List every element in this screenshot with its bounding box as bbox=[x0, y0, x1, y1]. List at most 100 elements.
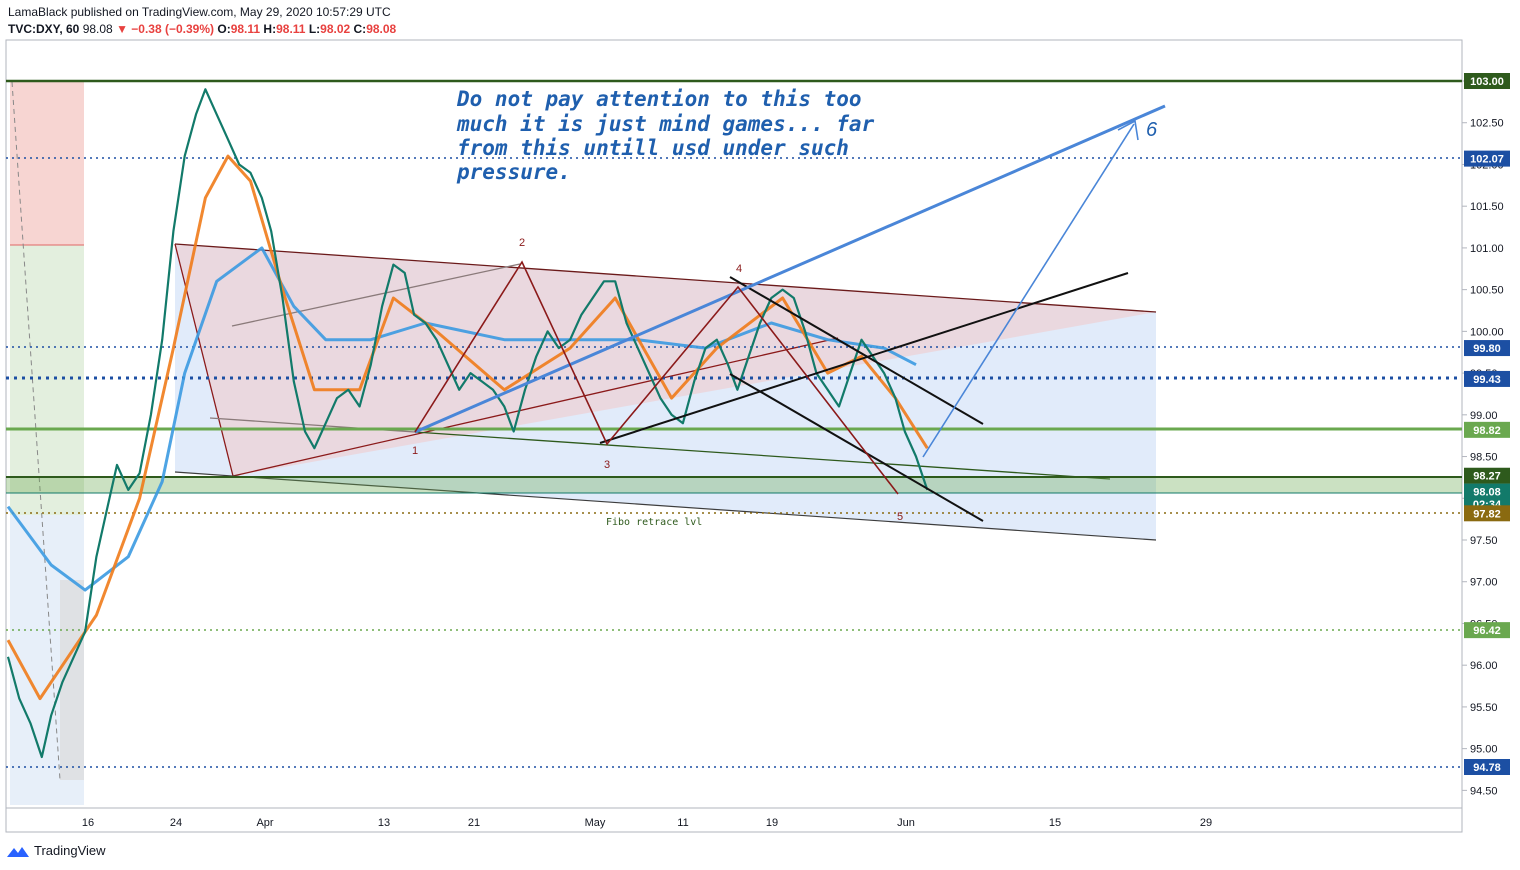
level-band bbox=[6, 477, 1462, 493]
open-label: O: bbox=[217, 22, 231, 36]
price-label-2: 99.80 bbox=[1464, 340, 1510, 357]
high-value: 98.11 bbox=[276, 22, 306, 36]
open-value: 98.11 bbox=[230, 22, 261, 36]
y-tick-label-2: 95.50 bbox=[1470, 702, 1498, 714]
blue-arrow-head bbox=[1117, 119, 1139, 141]
y-tick-label-12: 100.50 bbox=[1470, 285, 1504, 297]
note-line-1: Do not pay attention to this too bbox=[456, 87, 862, 111]
x-tick-label-4: 21 bbox=[468, 817, 480, 829]
x-tick-label-7: 19 bbox=[766, 817, 778, 829]
price-label-bg-3 bbox=[1464, 370, 1510, 387]
price-label-text-4: 98.82 bbox=[1473, 425, 1501, 437]
price-label-bg-1 bbox=[1464, 150, 1510, 167]
price-label-bg-10 bbox=[1464, 759, 1510, 775]
triangle-lower-line bbox=[232, 337, 839, 477]
price-label-4: 98.82 bbox=[1464, 421, 1510, 438]
y-tick-label-9: 99.00 bbox=[1470, 410, 1498, 422]
price-label-text-9: 96.42 bbox=[1473, 625, 1501, 637]
price-label-9: 96.42 bbox=[1464, 622, 1510, 639]
price-label-bg-9 bbox=[1464, 622, 1510, 639]
price-label-5: 98.27 bbox=[1464, 467, 1510, 484]
price-label-bg-8 bbox=[1464, 505, 1510, 522]
price-label-text-0: 103.00 bbox=[1470, 76, 1504, 88]
x-tick-label-9: 15 bbox=[1049, 817, 1061, 829]
wave-label-2: 2 bbox=[519, 237, 525, 249]
wave-label-6: 6 bbox=[1146, 119, 1158, 141]
note-line-3: from this untill usd under such bbox=[457, 136, 849, 160]
black-mid-line bbox=[599, 272, 1129, 444]
grey-upper-line bbox=[231, 263, 521, 327]
low-value: 98.02 bbox=[320, 22, 351, 36]
footer: TradingView bbox=[6, 843, 106, 858]
channel-lower-line bbox=[174, 471, 1157, 541]
y-tick-label-3: 96.00 bbox=[1470, 660, 1498, 672]
x-tick-label-2: Apr bbox=[256, 817, 273, 829]
x-tick-label-6: 11 bbox=[677, 817, 688, 829]
position-stop-zone bbox=[10, 82, 84, 245]
y-tick-label-0: 94.50 bbox=[1470, 785, 1498, 797]
y-tick-label-6: 97.50 bbox=[1470, 535, 1498, 547]
symbol: TVC:DXY, 60 bbox=[8, 22, 80, 36]
time-axis[interactable]: 16 24 Apr 13 21 May 11 19 Jun 15 29 bbox=[82, 817, 1212, 829]
price-label-text-6: 98.08 bbox=[1473, 487, 1501, 499]
fibo-label: Fibo retrace lvl bbox=[606, 517, 702, 528]
y-tick-label-16: 102.50 bbox=[1470, 118, 1504, 130]
triangle-left-line bbox=[174, 243, 234, 477]
wave-path bbox=[414, 260, 899, 495]
price-label-text-1: 102.07 bbox=[1470, 154, 1504, 166]
y-tick-label-5: 97.00 bbox=[1470, 577, 1498, 589]
publisher-line: LamaBlack published on TradingView.com, … bbox=[8, 5, 391, 19]
x-tick-label-0: 16 bbox=[82, 817, 94, 829]
x-tick-label-8: Jun bbox=[897, 817, 915, 829]
wave-labels: 1 2 3 4 5 bbox=[412, 237, 903, 523]
price-label-bg-4 bbox=[1464, 421, 1510, 438]
x-tick-label-10: 29 bbox=[1200, 817, 1212, 829]
y-tick-label-14: 101.50 bbox=[1470, 201, 1504, 213]
blue-trend-line bbox=[414, 104, 1166, 434]
green-trend-line bbox=[414, 431, 1111, 480]
price-label-8: 97.82 bbox=[1464, 505, 1510, 522]
price-label-0: 103.00 bbox=[1464, 73, 1510, 89]
wave-label-3: 3 bbox=[604, 459, 610, 471]
price-label-3: 99.43 bbox=[1464, 370, 1510, 387]
close-value: 98.08 bbox=[366, 22, 397, 36]
x-tick-label-5: May bbox=[585, 817, 606, 829]
x-tick-label-1: 24 bbox=[170, 817, 182, 829]
triangle-top-line bbox=[174, 243, 1157, 313]
blue-projection-line bbox=[922, 123, 1135, 458]
y-tick-label-1: 95.00 bbox=[1470, 744, 1498, 756]
price-label-text-8: 97.82 bbox=[1473, 508, 1501, 520]
close-label: C: bbox=[353, 22, 367, 36]
annotation-note: Do not pay attention to this too much it… bbox=[456, 87, 875, 184]
price-label-text-2: 99.80 bbox=[1473, 343, 1501, 355]
note-line-4: pressure. bbox=[456, 160, 571, 184]
low-label: L: bbox=[308, 22, 321, 36]
position-target-zone bbox=[10, 245, 84, 515]
y-tick-label-11: 100.00 bbox=[1470, 326, 1504, 338]
y-tick-label-8: 98.50 bbox=[1470, 452, 1498, 464]
symbol-line: TVC:DXY, 60 98.08 ▼ −0.38 (−0.39%) O:98.… bbox=[8, 22, 396, 36]
price-label-10: 94.78 bbox=[1464, 759, 1510, 775]
price-label-bg-0 bbox=[1464, 73, 1510, 89]
high-label: H: bbox=[263, 22, 277, 36]
price-labels: 103.00102.0799.8099.4398.8298.2798.0802:… bbox=[1464, 73, 1510, 775]
price-label-text-10: 94.78 bbox=[1473, 762, 1501, 774]
series-layer bbox=[6, 88, 929, 759]
price-label-bg-6 bbox=[1464, 483, 1510, 500]
price-label-text-5: 98.27 bbox=[1473, 471, 1501, 483]
tradingview-logo-icon bbox=[7, 846, 29, 857]
y-tick-label-13: 101.00 bbox=[1470, 243, 1504, 255]
series-line-0 bbox=[6, 88, 929, 759]
footer-brand: TradingView bbox=[34, 843, 106, 858]
wave-label-4: 4 bbox=[736, 263, 742, 275]
last-price: 98.08 bbox=[82, 22, 113, 36]
change: ▼ −0.38 (−0.39%) bbox=[116, 22, 215, 36]
x-tick-label-3: 13 bbox=[378, 817, 390, 829]
series-line-2 bbox=[6, 246, 917, 592]
price-label-bg-2 bbox=[1464, 340, 1510, 357]
price-label-bg-5 bbox=[1464, 467, 1510, 484]
wave-label-5: 5 bbox=[897, 511, 903, 523]
price-label-6: 98.08 bbox=[1464, 483, 1510, 500]
triangle-fill bbox=[175, 244, 1156, 476]
